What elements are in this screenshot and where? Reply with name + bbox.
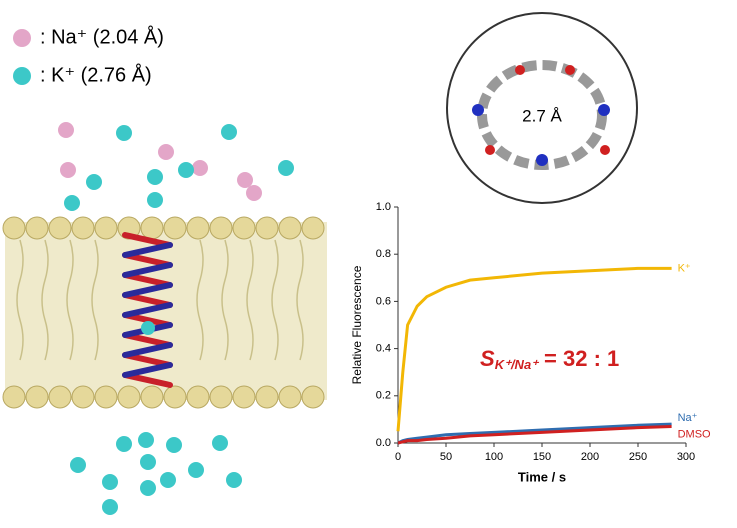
y-tick-label: 0.0	[376, 437, 391, 449]
potassium-ion	[166, 437, 182, 453]
x-tick-label: 150	[533, 451, 551, 463]
y-tick-label: 0.4	[376, 343, 391, 355]
legend-swatch	[13, 67, 31, 85]
legend-label: : K⁺ (2.76 Å)	[40, 63, 152, 86]
inset: 2.7 Å	[446, 12, 638, 204]
potassium-ion	[160, 472, 176, 488]
lipid-head	[186, 385, 210, 409]
sodium-ion	[158, 144, 174, 160]
lipid-head	[232, 385, 256, 409]
lipid-head	[278, 385, 302, 409]
annotation-part: S	[480, 346, 495, 371]
lipid-head	[163, 216, 187, 240]
x-tick-label: 50	[440, 451, 452, 463]
potassium-ion	[147, 169, 163, 185]
lipid-head	[140, 385, 164, 409]
lipid-head	[25, 216, 49, 240]
potassium-ion	[226, 472, 242, 488]
legend-swatch	[13, 29, 31, 47]
lipid-head	[232, 216, 256, 240]
x-tick-label: 250	[629, 451, 647, 463]
series-line	[396, 266, 672, 432]
lipid-head	[186, 216, 210, 240]
potassium-ion	[140, 480, 156, 496]
lipid-head	[209, 385, 233, 409]
lipid-head	[94, 216, 118, 240]
potassium-ion	[278, 160, 294, 176]
lipid-head	[209, 216, 233, 240]
sodium-ion	[237, 172, 253, 188]
x-tick-label: 200	[581, 451, 599, 463]
inset-label: 2.7 Å	[522, 106, 562, 125]
y-tick-label: 1.0	[376, 201, 391, 213]
sodium-ion	[192, 160, 208, 176]
sodium-ion	[60, 162, 76, 178]
lipid-head	[278, 216, 302, 240]
potassium-ion	[147, 192, 163, 208]
potassium-ion	[178, 162, 194, 178]
sodium-ion	[246, 185, 262, 201]
lipid-head	[255, 216, 279, 240]
membrane	[2, 216, 327, 409]
lipid-head	[117, 385, 141, 409]
series-line	[397, 424, 672, 445]
x-tick-label: 300	[677, 451, 695, 463]
lipid-head	[71, 385, 95, 409]
potassium-ion	[138, 432, 154, 448]
lipid-head	[25, 385, 49, 409]
annotation: SK⁺/Na⁺ = 32 : 1	[480, 346, 619, 373]
potassium-ion	[86, 174, 102, 190]
potassium-ion	[221, 124, 237, 140]
sodium-ion	[58, 122, 74, 138]
lipid-head	[94, 385, 118, 409]
potassium-ion	[116, 125, 132, 141]
series-label: K⁺	[678, 262, 691, 274]
y-axis-label: Relative Fluorescence	[350, 265, 364, 384]
chart: 0.0 0.2 0.4 0.6 0.8 1.0 0 50 100 150 200 250 300 Time…	[350, 201, 711, 485]
potassium-ion	[70, 457, 86, 473]
x-tick-label: 0	[395, 451, 401, 463]
lipid-head	[255, 385, 279, 409]
potassium-ion	[102, 499, 118, 515]
potassium-ion	[188, 462, 204, 478]
potassium-ion	[140, 454, 156, 470]
x-axis-label: Time / s	[518, 469, 566, 484]
lipid-head	[301, 385, 325, 409]
lipid-head	[301, 216, 325, 240]
y-tick-label: 0.2	[376, 390, 391, 402]
potassium-ion	[64, 195, 80, 211]
ions	[58, 122, 294, 515]
lipid-head	[140, 216, 164, 240]
annotation-part: K⁺/Na⁺	[495, 357, 540, 372]
lipid-head	[163, 385, 187, 409]
x-tick-label: 100	[485, 451, 503, 463]
legend-label: : Na⁺ (2.04 Å)	[40, 25, 164, 48]
potassium-ion	[102, 474, 118, 490]
y-tick-label: 0.8	[376, 248, 391, 260]
series-label: DMSO	[678, 428, 711, 440]
lipid-head	[2, 216, 26, 240]
y-tick-label: 0.6	[376, 295, 391, 307]
potassium-ion	[116, 436, 132, 452]
lipid-head	[48, 385, 72, 409]
lipid-head	[71, 216, 95, 240]
annotation-part: = 32 : 1	[544, 346, 619, 371]
series-label: Na⁺	[678, 412, 698, 424]
lipid-head	[48, 216, 72, 240]
lipid-head	[2, 385, 26, 409]
potassium-ion	[212, 435, 228, 451]
